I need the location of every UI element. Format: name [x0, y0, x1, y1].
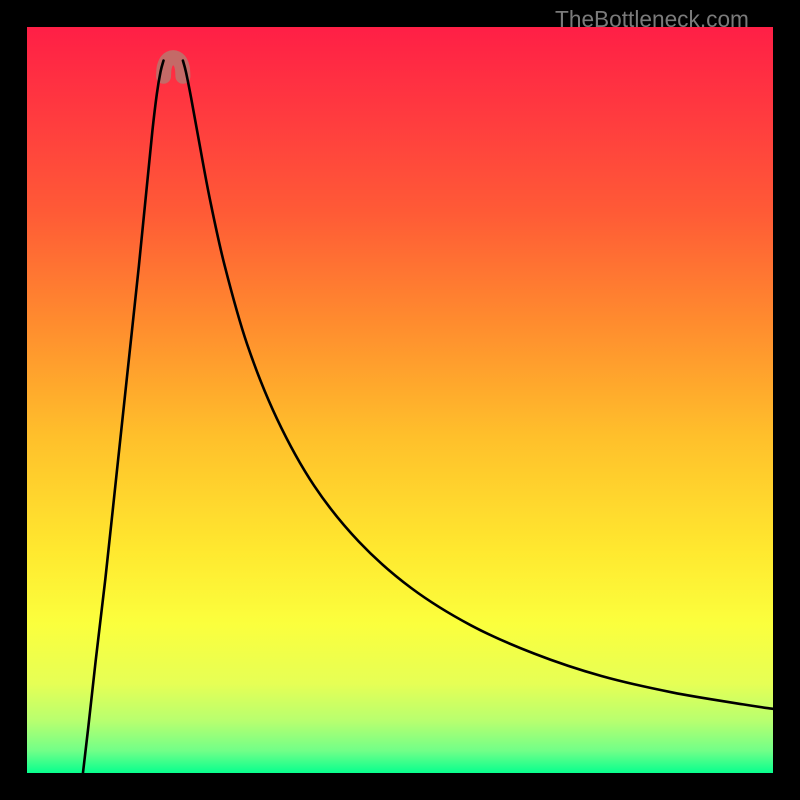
chart-svg — [0, 0, 800, 800]
chart-container: TheBottleneck.com — [0, 0, 800, 800]
watermark-text: TheBottleneck.com — [555, 6, 749, 33]
plot-background — [27, 27, 773, 773]
